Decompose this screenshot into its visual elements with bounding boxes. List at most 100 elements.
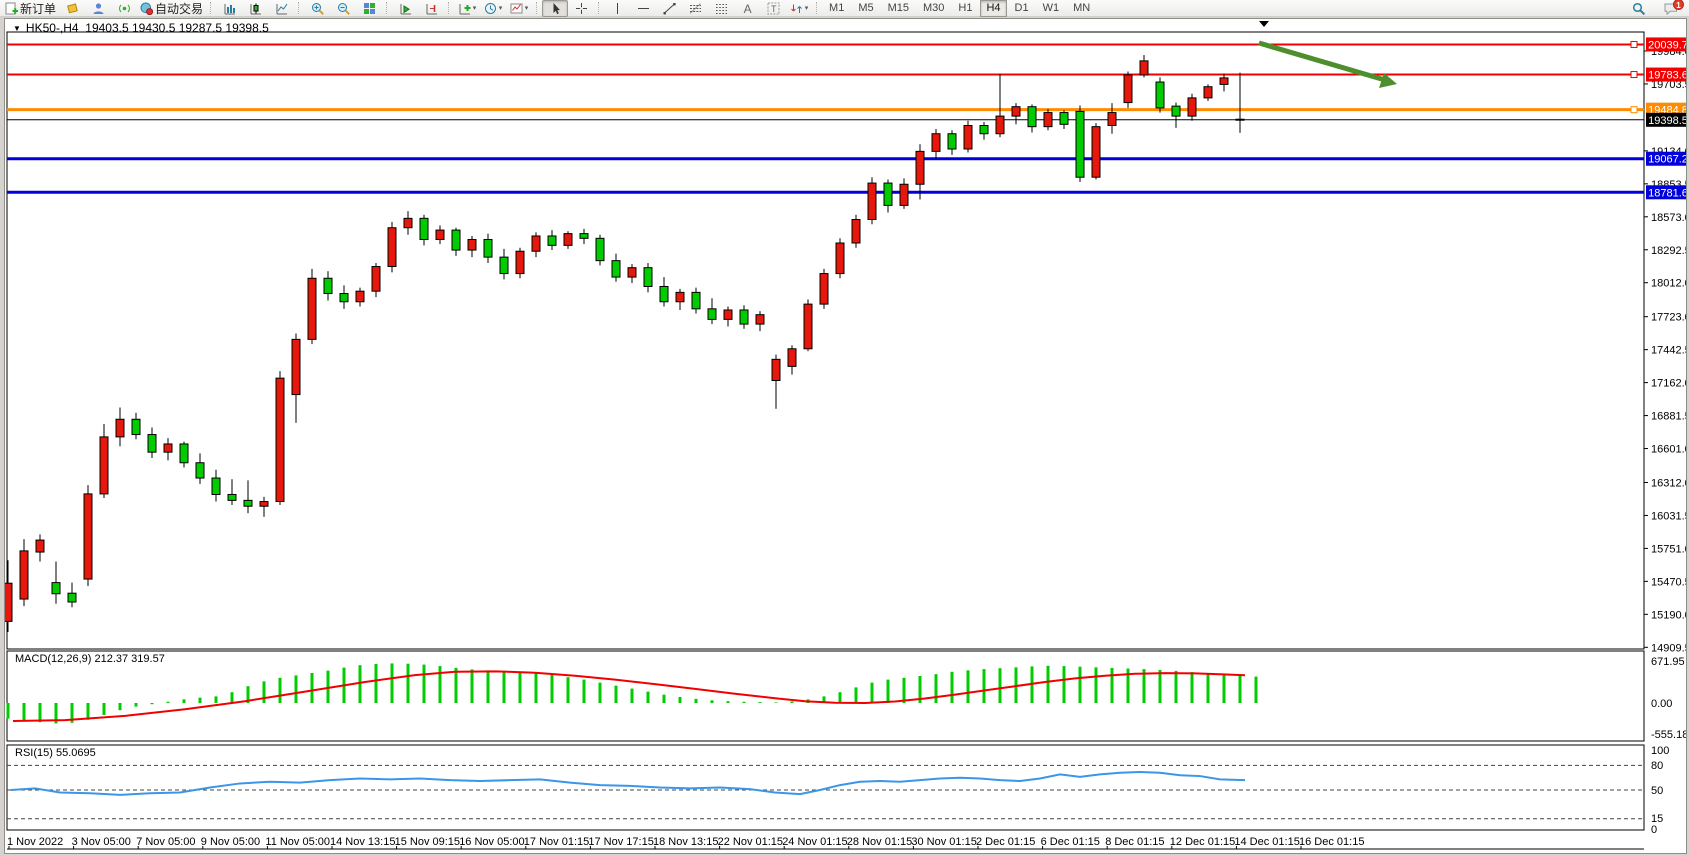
svg-text:15 Nov 09:15: 15 Nov 09:15 [395,836,460,848]
svg-text:22 Nov 01:15: 22 Nov 01:15 [718,836,783,848]
svg-text:80: 80 [1651,760,1663,772]
toolbar-right-group: 1 [1625,0,1687,17]
price-levels[interactable]: 20039.719783.619484.819398.519067.218781… [7,37,1686,200]
chevron-down-icon: ▾ [472,4,477,12]
toolbar-separator [298,2,300,14]
new-order-button[interactable]: 新订单 [2,0,59,17]
toolbar-separator [536,2,538,14]
svg-text:12 Dec 01:15: 12 Dec 01:15 [1170,836,1235,848]
timeframe-m5-button[interactable]: M5 [858,1,874,14]
periods-button[interactable]: ▾ [480,0,506,17]
timeframe-w1-button[interactable]: W1 [1042,1,1060,14]
history-center-button[interactable] [59,0,85,17]
tile-windows-icon [363,2,376,15]
svg-text:-555.18: -555.18 [1651,729,1686,741]
arrows-button[interactable]: ▾ [786,0,812,17]
svg-text:15470.5: 15470.5 [1651,576,1686,588]
svg-text:6 Dec 01:15: 6 Dec 01:15 [1041,836,1100,848]
template-icon [510,2,523,15]
arrows-icon [790,2,803,15]
candle-chart-button[interactable] [242,0,268,17]
timeframe-h4-button[interactable]: H4 [980,0,1007,17]
candle-chart-icon [249,2,262,15]
vline-button[interactable] [604,0,630,17]
line-chart-button[interactable] [268,0,294,17]
bar-chart-button[interactable] [216,0,242,17]
chart-shift-button[interactable] [418,0,444,17]
line-chart-icon [275,2,288,15]
search-button[interactable] [1625,0,1651,17]
svg-text:24 Nov 01:15: 24 Nov 01:15 [782,836,847,848]
svg-text:18292.5: 18292.5 [1651,245,1686,257]
svg-text:16881.5: 16881.5 [1651,411,1686,423]
zoom-in-button[interactable] [304,0,330,17]
label-button[interactable]: T [760,0,786,17]
chevron-down-icon: ▾ [804,4,809,12]
timeframe-h1-button[interactable]: H1 [958,1,973,14]
chevron-down-icon: ▾ [498,4,503,12]
notifications-button[interactable]: 1 [1657,0,1684,17]
toolbar-separator [386,2,388,14]
rsi-label: RSI(15) 55.0695 [15,747,96,759]
autotrade-icon [140,2,154,15]
chart-shift-marker[interactable] [1259,21,1269,27]
chart-window[interactable]: ▼ HK50-,H4 19403.5 19430.5 19287.5 19398… [4,18,1687,854]
svg-text:19067.2: 19067.2 [1648,154,1686,166]
timeframe-d1-button[interactable]: D1 [1014,1,1029,14]
price-axis[interactable]: 19984.019703.519134.018853.518573.018292… [1644,46,1686,654]
svg-text:18573.0: 18573.0 [1651,212,1686,224]
tile-windows-button[interactable] [356,0,382,17]
svg-text:28 Nov 01:15: 28 Nov 01:15 [847,836,912,848]
svg-text:18781.6: 18781.6 [1648,187,1686,199]
timeframe-m15-button[interactable]: M15 [887,1,909,14]
timeframe-m1-button[interactable]: M1 [829,1,845,14]
svg-text:14909.5: 14909.5 [1651,642,1686,654]
timeframe-mn-button[interactable]: MN [1073,1,1091,14]
auto-scroll-icon [399,2,412,15]
fibo-fan-button[interactable] [708,0,734,17]
templates-button[interactable]: ▾ [506,0,532,17]
candles [5,54,1245,632]
chevron-down-icon[interactable]: ▼ [13,23,21,33]
timeframe-m30-button[interactable]: M30 [923,1,945,14]
svg-text:0.00: 0.00 [1651,698,1672,710]
search-icon [1632,2,1645,15]
cursor-button[interactable] [542,0,569,17]
svg-text:17 Nov 17:15: 17 Nov 17:15 [588,836,653,848]
svg-text:16 Dec 01:15: 16 Dec 01:15 [1299,836,1364,848]
toolbar-separator [816,2,818,14]
trend-arrow-annotation[interactable] [1258,40,1397,88]
signals-button[interactable] [111,0,137,17]
svg-text:9 Nov 05:00: 9 Nov 05:00 [201,836,260,848]
fibo-button[interactable] [682,0,708,17]
svg-text:19783.6: 19783.6 [1648,70,1686,82]
indicators-button[interactable]: ▾ [454,0,480,17]
price-chart[interactable]: 19984.019703.519134.018853.518573.018292… [5,19,1686,853]
trendline-button[interactable] [656,0,682,17]
svg-text:17723.0: 17723.0 [1651,312,1686,324]
text-a-icon: A [741,2,754,16]
autotrade-button[interactable]: 自动交易 [137,0,206,17]
history-cube-icon [66,2,79,15]
svg-text:0: 0 [1651,824,1657,836]
text-button[interactable]: A [734,0,760,17]
toolbar-separator [598,2,600,14]
svg-text:50: 50 [1651,785,1663,797]
svg-text:11 Nov 05:00: 11 Nov 05:00 [265,836,330,848]
vline-icon [611,2,624,15]
svg-text:18 Nov 13:15: 18 Nov 13:15 [653,836,718,848]
svg-text:18012.0: 18012.0 [1651,278,1686,290]
indicators-icon [458,2,471,15]
svg-text:16312.0: 16312.0 [1651,477,1686,489]
time-axis[interactable]: 1 Nov 2022 3 Nov 05:00 7 Nov 05:00 9 Nov 05… [7,836,1364,849]
fibo-icon [689,2,702,15]
auto-scroll-button[interactable] [392,0,418,17]
hline-button[interactable] [630,0,656,17]
svg-text:17162.0: 17162.0 [1651,378,1686,390]
zoom-out-button[interactable] [330,0,356,17]
panel-frames [6,31,1645,850]
crosshair-button[interactable] [568,0,594,17]
profile-button[interactable] [85,0,111,17]
svg-text:3 Nov 05:00: 3 Nov 05:00 [72,836,131,848]
svg-text:7 Nov 05:00: 7 Nov 05:00 [136,836,195,848]
